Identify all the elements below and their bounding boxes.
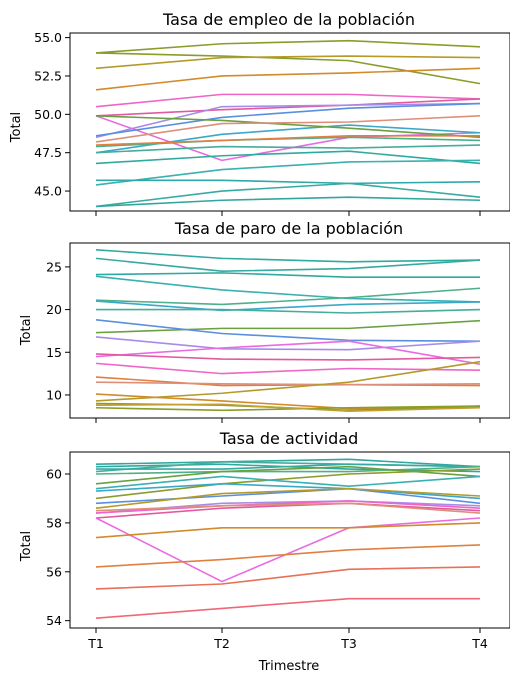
series-group: [95, 39, 481, 208]
series-line: [95, 67, 481, 91]
series-line: [95, 159, 481, 186]
y-tick-label: 10: [46, 387, 62, 402]
series-line: [95, 144, 481, 154]
series-line: [95, 502, 481, 514]
series-line: [95, 465, 481, 475]
series-line: [95, 115, 481, 143]
series-line: [95, 475, 481, 490]
series-line: [96, 179, 481, 185]
y-tick-label: 45.0: [34, 184, 62, 199]
y-tick-label: 50.0: [34, 107, 62, 122]
y-ticks: 45.0 47.5 50.0 52.5 55.0: [34, 30, 70, 199]
y-axis-label: Total: [19, 315, 34, 346]
series-line: [95, 39, 481, 54]
series-line: [95, 319, 481, 334]
y-axis-label: Total: [19, 531, 34, 562]
series-line: [95, 458, 481, 468]
series-line: [95, 405, 481, 412]
series-line: [95, 340, 481, 366]
series-line: [95, 135, 480, 146]
y-tick-label: 25: [46, 259, 62, 274]
series-line: [95, 502, 481, 519]
series-line: [95, 93, 481, 108]
x-tick-label: T4: [471, 636, 488, 651]
series-line: [95, 272, 480, 278]
panel-unemployment: Tasa de paro de la población Total 10 15 2…: [19, 219, 510, 423]
series-line: [96, 463, 481, 470]
chart-title: Tasa de paro de la población: [174, 219, 403, 238]
x-ticks: [95, 211, 481, 216]
plot-frame: [69, 451, 510, 629]
series-line: [95, 336, 481, 351]
chart-title: Tasa de empleo de la población: [162, 10, 415, 29]
series-line: [95, 482, 481, 500]
series-line: [95, 182, 481, 208]
plot-frame: [69, 32, 510, 212]
y-tick-label: 47.5: [34, 145, 62, 160]
series-line: [95, 102, 481, 139]
series-line: [95, 353, 481, 361]
y-tick-label: 52.5: [34, 68, 62, 83]
series-line: [95, 98, 481, 117]
panel-employment: Tasa de empleo de la población Total 45.…: [9, 10, 510, 216]
series-line: [95, 362, 481, 375]
series-line: [95, 102, 481, 137]
series-line: [95, 275, 481, 303]
x-ticks: [95, 418, 481, 423]
y-tick-label: 58: [46, 515, 62, 530]
series-line: [95, 500, 481, 514]
series-line: [95, 249, 481, 263]
chart-title: Tasa de actividad: [219, 429, 359, 448]
series-line: [95, 150, 481, 165]
series-line: [95, 287, 481, 306]
series-line: [95, 487, 481, 505]
x-axis-label: Trimestre: [258, 659, 320, 674]
x-tick-label: T3: [340, 636, 357, 651]
y-tick-label: 56: [46, 564, 62, 579]
series-line: [95, 381, 481, 386]
series-line: [95, 522, 481, 539]
series-line: [95, 196, 481, 208]
series-line: [95, 55, 481, 70]
y-ticks: 10 15 20 25: [46, 259, 70, 402]
series-line: [95, 319, 481, 342]
series-line: [95, 487, 481, 510]
y-tick-label: 60: [46, 467, 62, 482]
series-line: [95, 300, 481, 312]
series-line: [95, 257, 481, 272]
x-ticks: T1 T2 T3 T4: [87, 628, 488, 651]
y-ticks: 54 56 58 60: [46, 467, 70, 628]
series-line: [95, 544, 481, 568]
series-line: [95, 468, 481, 500]
y-tick-label: 20: [46, 302, 62, 317]
series-line: [95, 597, 480, 620]
y-axis-label: Total: [9, 112, 24, 143]
series-line: [95, 403, 481, 412]
series-line: [95, 115, 481, 139]
series-group: [95, 249, 481, 412]
x-tick-label: T2: [213, 636, 230, 651]
x-tick-label: T1: [87, 636, 104, 651]
series-line: [95, 376, 481, 387]
y-tick-label: 54: [46, 613, 62, 628]
series-group: [95, 458, 481, 620]
plot-frame: [69, 242, 510, 419]
y-tick-label: 15: [46, 345, 62, 360]
series-line: [96, 308, 481, 314]
series-line: [95, 566, 481, 590]
y-tick-label: 55.0: [34, 30, 62, 45]
series-line: [95, 52, 481, 85]
